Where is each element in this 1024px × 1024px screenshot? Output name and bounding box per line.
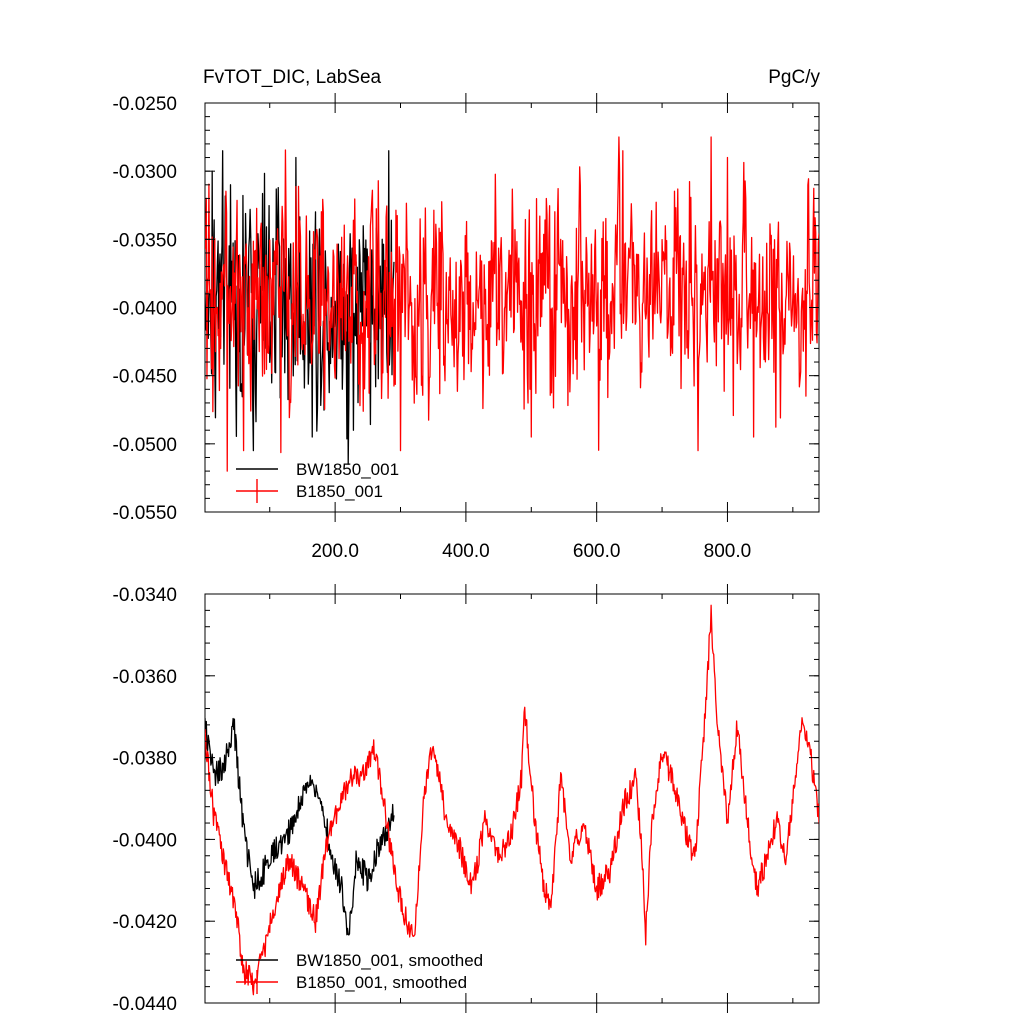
legend-label: BW1850_001 bbox=[296, 460, 399, 479]
legend-label: B1850_001, smoothed bbox=[296, 973, 467, 992]
legend-label: B1850_001 bbox=[296, 482, 383, 501]
plot-frame bbox=[204, 593, 820, 1004]
y-tick-label: -0.0550 bbox=[113, 503, 177, 524]
series-line-b1850-001-smoothed bbox=[205, 604, 819, 996]
y-tick-label: -0.0340 bbox=[113, 585, 177, 606]
x-tick-label: 200.0 bbox=[311, 541, 359, 562]
y-tick-label: -0.0300 bbox=[113, 162, 177, 183]
series-line-bw1850-001 bbox=[205, 150, 395, 465]
y-tick-label: -0.0440 bbox=[113, 994, 177, 1015]
y-tick-label: -0.0500 bbox=[113, 435, 177, 456]
x-tick-label: 400.0 bbox=[442, 541, 490, 562]
series-group bbox=[205, 136, 819, 472]
y-tick-label: -0.0400 bbox=[113, 830, 177, 851]
top-panel: 200.0 400.0 600.0 800.0 -0.0250 -0.0300 -0.035… bbox=[113, 93, 820, 562]
y-tick-label: -0.0360 bbox=[113, 667, 177, 688]
legend-item: BW1850_001 bbox=[236, 460, 399, 479]
y-tick-label: -0.0420 bbox=[113, 912, 177, 933]
bottom-panel: -0.0340 -0.0360 -0.0380 -0.0400 -0.0420 -0.04… bbox=[113, 584, 820, 1015]
chart-title-left: FvTOT_DIC, LabSea bbox=[203, 67, 382, 88]
y-tick-label: -0.0380 bbox=[113, 749, 177, 770]
legend-item: B1850_001 bbox=[236, 479, 383, 503]
chart-units-label: PgC/y bbox=[768, 67, 820, 88]
legend-item: B1850_001, smoothed bbox=[236, 970, 467, 994]
y-tick-label: -0.0450 bbox=[113, 367, 177, 388]
series-group bbox=[205, 604, 819, 996]
series-line-b1850-001 bbox=[205, 136, 819, 472]
series-line-bw1850-001-smoothed bbox=[205, 717, 395, 936]
legend-item: BW1850_001, smoothed bbox=[236, 951, 483, 970]
legend-label: BW1850_001, smoothed bbox=[296, 951, 483, 970]
y-tick-label: -0.0350 bbox=[113, 230, 177, 251]
x-tick-label: 600.0 bbox=[573, 541, 621, 562]
x-tick-label: 800.0 bbox=[704, 541, 752, 562]
y-tick-label: -0.0400 bbox=[113, 299, 177, 320]
y-tick-label: -0.0250 bbox=[113, 94, 177, 115]
